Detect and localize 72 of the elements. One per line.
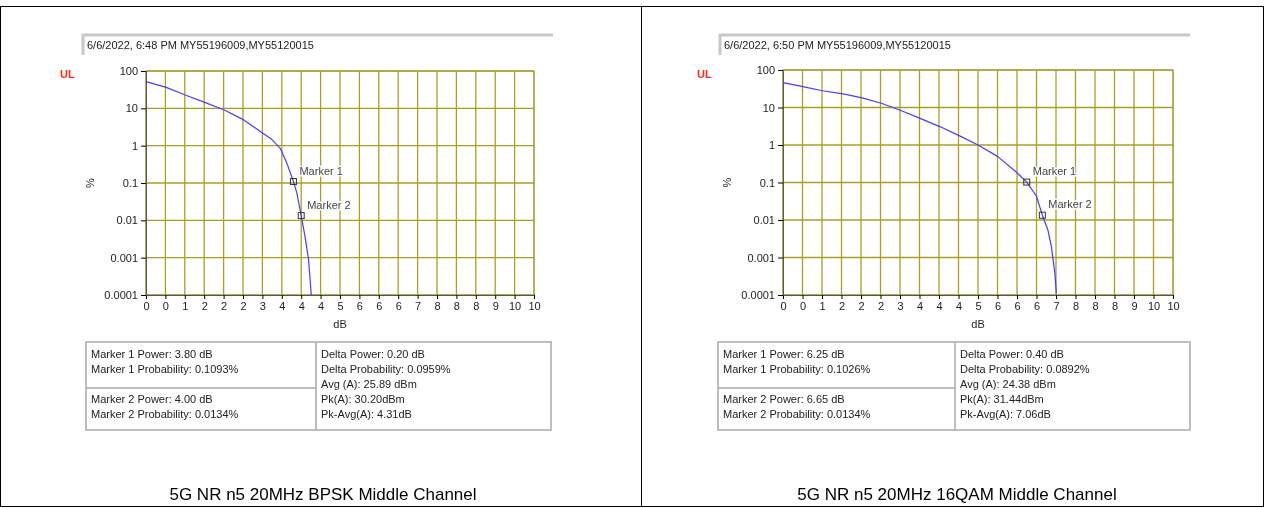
x-tick-label: 2 xyxy=(201,299,208,312)
y-tick-label: 0.001 xyxy=(747,251,775,264)
y-tick-label: 0.001 xyxy=(110,251,138,264)
x-tick-label: 8 xyxy=(1072,299,1080,312)
x-tick-label: 1 xyxy=(182,299,189,312)
x-tick-label: 8 xyxy=(1092,299,1099,312)
text: Delta Power: 0.40 dB Delta Probability: 0.0892% Avg (A): 24.38 dBm Pk(A): 31.44dBm Pk-Avg(A): 7.06dB xyxy=(960,348,1090,420)
y-tick-label: 0.01 xyxy=(753,214,775,227)
x-tick-label: 8 xyxy=(434,299,441,312)
x-tick-label: 9 xyxy=(1131,299,1138,312)
x-tick-label: 4 xyxy=(318,299,325,312)
x-tick-label: 10 xyxy=(1147,299,1161,312)
x-tick-label: 6 xyxy=(1014,299,1021,312)
x-tick-label: 8 xyxy=(453,299,460,312)
text: Marker 2 Power: 4.00 dB Marker 2 Probability: 0.0134% xyxy=(91,393,239,420)
x-tick-label: 2 xyxy=(877,299,885,312)
x-tick-label: 3 xyxy=(259,299,266,312)
text: 5G NR n5 20MHz 16QAM Middle Channel xyxy=(797,485,1117,504)
y-tick-label: 0.0001 xyxy=(104,289,138,302)
x-tick-label: 0 xyxy=(143,299,150,312)
x-tick-label: 10 xyxy=(508,299,522,312)
x-tick-label: 2 xyxy=(858,299,865,312)
x-tick-label: 4 xyxy=(936,299,943,312)
text: Marker 1 Power: 6.25 dB Marker 1 Probability: 0.1026% xyxy=(723,348,871,375)
x-tick-label: 4 xyxy=(298,299,305,312)
y-tick-label: 0.1 xyxy=(122,177,138,190)
text: Delta Power: 0.20 dB Delta Probability: 0.0959% Avg (A): 25.89 dBm Pk(A): 30.20dBm Pk-Avg(A): 4.31dB xyxy=(321,348,451,420)
y-tick-label: 100 xyxy=(119,65,138,78)
text: 5G NR n5 20MHz BPSK Middle Channel xyxy=(169,485,477,504)
x-tick-label: 5 xyxy=(975,299,982,312)
y-tick-label: 0.0001 xyxy=(741,289,775,302)
x-tick-label: 6 xyxy=(395,299,402,312)
x-tick-label: 6 xyxy=(1033,299,1041,312)
y-axis-title: % xyxy=(721,177,733,188)
x-tick-label: 2 xyxy=(838,299,846,312)
x-axis-title: dB xyxy=(333,318,347,330)
text: Marker 1 Power: 3.80 dB Marker 1 Probability: 0.1093% xyxy=(91,348,239,375)
y-tick-label: 100 xyxy=(756,64,775,77)
x-tick-label: 2 xyxy=(240,299,247,312)
y-tick-label: 1 xyxy=(131,139,138,152)
y-axis-title: % xyxy=(84,177,96,188)
x-tick-label: 4 xyxy=(279,299,286,312)
y-tick-label: 0.01 xyxy=(116,214,138,227)
text: UL xyxy=(697,68,712,80)
y-tick-label: 0.1 xyxy=(759,176,775,189)
x-tick-label: 3 xyxy=(897,299,904,312)
x-tick-label: 10 xyxy=(528,299,541,312)
x-tick-label: 8 xyxy=(1111,299,1119,312)
x-tick-label: 2 xyxy=(221,299,228,312)
x-tick-label: 5 xyxy=(337,299,344,312)
text: 6/6/2022, 6:50 PM MY55196009,MY55120015 xyxy=(724,39,951,51)
x-tick-label: 9 xyxy=(492,299,499,312)
y-tick-label: 10 xyxy=(762,101,775,114)
x-tick-label: 6 xyxy=(356,299,363,312)
x-tick-label: 4 xyxy=(955,299,963,312)
x-tick-label: 0 xyxy=(780,299,787,312)
x-tick-label: 6 xyxy=(376,299,383,312)
text: UL xyxy=(60,68,75,80)
x-tick-label: 0 xyxy=(162,299,169,312)
x-tick-label: 1 xyxy=(819,299,826,312)
text: Marker 2 Power: 6.65 dB Marker 2 Probability: 0.0134% xyxy=(723,393,871,420)
x-tick-label: 8 xyxy=(473,299,480,312)
x-tick-label: 7 xyxy=(1053,299,1060,312)
x-tick-label: 4 xyxy=(916,299,924,312)
x-tick-label: 0 xyxy=(799,299,807,312)
x-tick-label: 6 xyxy=(994,299,1002,312)
x-tick-label: 10 xyxy=(1167,299,1180,312)
y-tick-label: 1 xyxy=(768,139,775,152)
text: 6/6/2022, 6:48 PM MY55196009,MY55120015 xyxy=(87,39,314,51)
x-axis-title: dB xyxy=(971,318,985,330)
y-tick-label: 10 xyxy=(125,102,138,115)
x-tick-label: 7 xyxy=(415,299,422,312)
